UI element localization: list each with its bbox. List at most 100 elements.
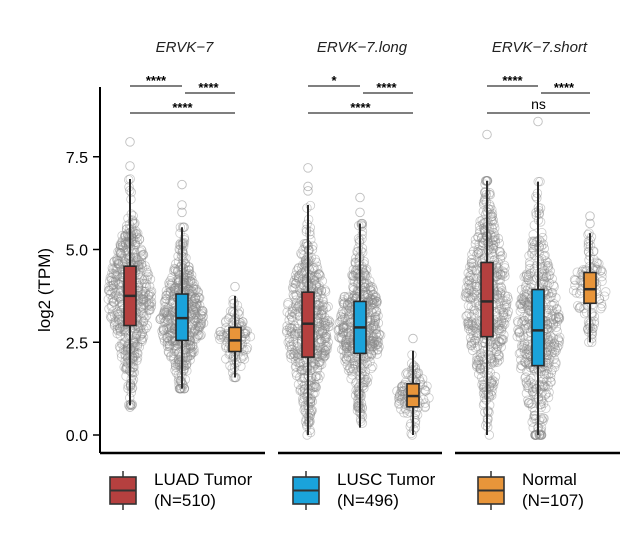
swarm-point <box>570 275 581 286</box>
swarm-point <box>305 410 316 421</box>
swarm-point <box>282 307 292 317</box>
significance-label: **** <box>502 73 523 88</box>
swarm-point <box>301 363 311 373</box>
swarm-point <box>314 299 325 309</box>
swarm-point <box>489 358 500 368</box>
swarm-point <box>187 286 197 296</box>
swarm-point <box>521 344 531 354</box>
outlier-point <box>177 207 187 218</box>
swarm-point <box>175 357 186 367</box>
swarm-point <box>162 332 173 343</box>
swarm-point <box>596 265 606 275</box>
swarm-point <box>312 272 322 283</box>
swarm-point <box>142 320 153 331</box>
swarm-point <box>139 324 149 334</box>
swarm-point <box>189 310 199 320</box>
swarm-point <box>143 269 154 280</box>
swarm-point <box>587 337 597 347</box>
swarm-point <box>354 272 364 282</box>
swarm-point <box>530 430 541 440</box>
swarm-point <box>493 294 503 304</box>
swarm-point <box>531 207 541 218</box>
swarm-point <box>184 268 194 279</box>
swarm-point <box>300 266 310 277</box>
swarm-point <box>519 347 530 357</box>
swarm-point <box>485 236 495 246</box>
swarm-point <box>489 219 499 230</box>
swarm-point <box>178 352 189 362</box>
swarm-point <box>496 326 507 336</box>
y-tick-label: 2.5 <box>66 335 88 352</box>
swarm-point <box>578 265 588 275</box>
swarm-point <box>370 291 381 302</box>
swarm-point <box>159 317 170 327</box>
swarm-point <box>287 324 297 334</box>
swarm-point <box>301 277 312 287</box>
swarm-point <box>137 320 147 330</box>
swarm-point <box>544 354 555 364</box>
swarm-point <box>122 341 133 352</box>
swarm-point <box>467 281 477 291</box>
swarm-point <box>292 370 302 381</box>
swarm-point <box>290 345 300 356</box>
swarm-point <box>480 179 490 189</box>
swarm-point <box>119 362 129 372</box>
swarm-point <box>132 329 142 339</box>
swarm-point <box>320 287 331 297</box>
swarm-point <box>116 242 126 253</box>
swarm-point <box>291 279 301 289</box>
swarm-point <box>145 304 155 315</box>
swarm-point <box>357 402 367 412</box>
swarm-point <box>514 326 524 337</box>
swarm-point <box>474 355 484 365</box>
swarm-point <box>545 304 555 315</box>
swarm-point <box>306 380 316 391</box>
swarm-point <box>127 383 138 393</box>
swarm-point <box>338 328 348 338</box>
swarm-point <box>346 353 356 364</box>
swarm-point <box>584 247 594 257</box>
swarm-point <box>159 307 170 318</box>
swarm-point <box>513 317 523 328</box>
swarm-point <box>160 305 170 315</box>
swarm-point <box>171 343 182 353</box>
swarm-point <box>521 372 531 382</box>
swarm-point <box>464 280 474 290</box>
swarm-point <box>466 257 477 268</box>
swarm-point <box>180 269 190 280</box>
swarm-point <box>117 251 127 261</box>
swarm-point <box>155 314 165 324</box>
swarm-point <box>365 285 376 296</box>
swarm-point <box>309 275 320 285</box>
swarm-point <box>109 297 119 307</box>
swarm-point <box>475 246 486 256</box>
swarm-point <box>479 346 489 356</box>
swarm-point <box>538 279 549 289</box>
swarm-point <box>343 324 354 334</box>
swarm-point <box>179 361 189 371</box>
swarm-point <box>494 275 504 285</box>
swarm-point <box>215 326 226 337</box>
swarm-point <box>479 382 489 393</box>
swarm-point <box>592 257 602 267</box>
swarm-point <box>530 430 541 440</box>
swarm-point <box>464 308 474 319</box>
swarm-point <box>228 368 238 378</box>
swarm-point <box>123 383 133 394</box>
swarm-point <box>551 314 561 324</box>
swarm-point <box>547 343 557 353</box>
swarm-point <box>146 287 156 298</box>
swarm-point <box>164 312 174 322</box>
swarm-point <box>112 328 122 339</box>
swarm-point <box>163 306 174 317</box>
swarm-point <box>175 228 185 239</box>
swarm-point <box>116 349 127 359</box>
swarm-point <box>292 266 302 276</box>
swarm-point <box>353 401 363 411</box>
swarm-point <box>406 365 417 375</box>
swarm-point <box>295 361 305 372</box>
swarm-point <box>309 381 319 391</box>
swarm-point <box>531 237 542 247</box>
swarm-point <box>531 384 541 394</box>
swarm-point <box>394 398 404 408</box>
